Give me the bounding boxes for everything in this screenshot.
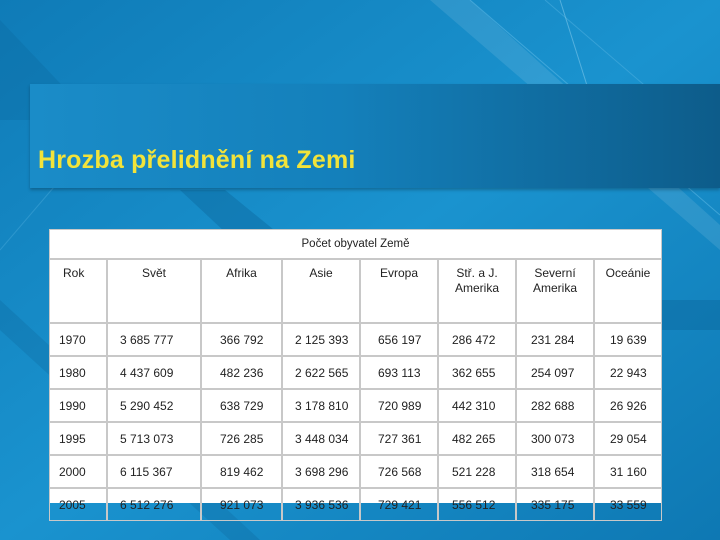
cell-oceania: 22 943	[594, 356, 663, 389]
cell-asia: 3 936 536	[282, 488, 360, 521]
cell-central-south-america: 521 228	[438, 455, 516, 488]
cell-asia: 3 448 034	[282, 422, 360, 455]
cell-world: 6 115 367	[107, 455, 201, 488]
cell-central-south-america: 286 472	[438, 323, 516, 356]
cell-north-america: 300 073	[516, 422, 594, 455]
cell-africa: 819 462	[201, 455, 282, 488]
cell-world: 4 437 609	[107, 356, 201, 389]
cell-europe: 693 113	[360, 356, 438, 389]
cell-year: 1970	[49, 323, 107, 356]
cell-asia: 3 698 296	[282, 455, 360, 488]
cell-asia: 3 178 810	[282, 389, 360, 422]
cell-world: 6 512 276	[107, 488, 201, 521]
cell-oceania: 31 160	[594, 455, 663, 488]
header-svet: Svět	[107, 259, 201, 323]
header-rok: Rok	[49, 259, 107, 323]
cell-europe: 656 197	[360, 323, 438, 356]
table-caption: Počet obyvatel Země	[49, 229, 663, 259]
cell-year: 2000	[49, 455, 107, 488]
cell-africa: 638 729	[201, 389, 282, 422]
cell-north-america: 231 284	[516, 323, 594, 356]
cell-oceania: 33 559	[594, 488, 663, 521]
header-evropa: Evropa	[360, 259, 438, 323]
cell-central-south-america: 556 512	[438, 488, 516, 521]
cell-oceania: 19 639	[594, 323, 663, 356]
cell-africa: 366 792	[201, 323, 282, 356]
table-row: 1980 4 437 609 482 236 2 622 565 693 113…	[49, 356, 663, 389]
cell-north-america: 318 654	[516, 455, 594, 488]
slide-title: Hrozba přelidnění na Zemi	[38, 146, 356, 174]
cell-europe: 729 421	[360, 488, 438, 521]
table-row: 2005 6 512 276 921 073 3 936 536 729 421…	[49, 488, 663, 521]
cell-world: 3 685 777	[107, 323, 201, 356]
cell-year: 1980	[49, 356, 107, 389]
cell-europe: 727 361	[360, 422, 438, 455]
population-table-container: Počet obyvatel Země Rok Svět Afrika Asie…	[49, 229, 663, 521]
cell-north-america: 335 175	[516, 488, 594, 521]
cell-north-america: 254 097	[516, 356, 594, 389]
cell-europe: 726 568	[360, 455, 438, 488]
cell-central-south-america: 362 655	[438, 356, 516, 389]
table-row: 1995 5 713 073 726 285 3 448 034 727 361…	[49, 422, 663, 455]
table-header-row: Rok Svět Afrika Asie Evropa Stř. a J. Am…	[49, 259, 663, 323]
cell-europe: 720 989	[360, 389, 438, 422]
cell-africa: 482 236	[201, 356, 282, 389]
table-row: 1970 3 685 777 366 792 2 125 393 656 197…	[49, 323, 663, 356]
cell-world: 5 290 452	[107, 389, 201, 422]
header-asie: Asie	[282, 259, 360, 323]
header-oceanie: Oceánie	[594, 259, 663, 323]
cell-year: 2005	[49, 488, 107, 521]
cell-oceania: 26 926	[594, 389, 663, 422]
table-row: 1990 5 290 452 638 729 3 178 810 720 989…	[49, 389, 663, 422]
header-severni-amerika: Severní Amerika	[516, 259, 594, 323]
cell-year: 1995	[49, 422, 107, 455]
cell-africa: 921 073	[201, 488, 282, 521]
cell-central-south-america: 482 265	[438, 422, 516, 455]
cell-north-america: 282 688	[516, 389, 594, 422]
title-band	[30, 84, 720, 188]
table-row: 2000 6 115 367 819 462 3 698 296 726 568…	[49, 455, 663, 488]
cell-asia: 2 622 565	[282, 356, 360, 389]
cell-oceania: 29 054	[594, 422, 663, 455]
header-str-j-amerika: Stř. a J. Amerika	[438, 259, 516, 323]
cell-asia: 2 125 393	[282, 323, 360, 356]
cell-central-south-america: 442 310	[438, 389, 516, 422]
cell-africa: 726 285	[201, 422, 282, 455]
population-table: Počet obyvatel Země Rok Svět Afrika Asie…	[49, 229, 663, 521]
cell-world: 5 713 073	[107, 422, 201, 455]
cell-year: 1990	[49, 389, 107, 422]
header-afrika: Afrika	[201, 259, 282, 323]
